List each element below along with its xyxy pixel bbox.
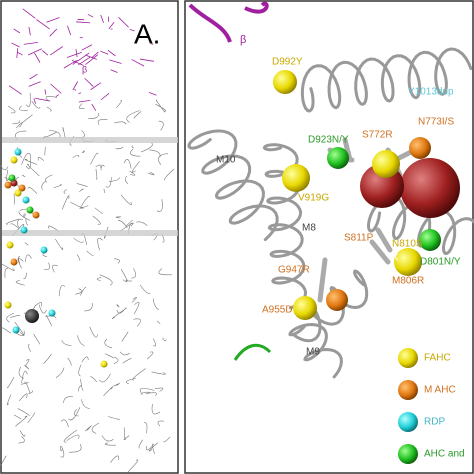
residue-sphere bbox=[32, 211, 40, 219]
residue-sphere bbox=[14, 189, 22, 197]
protein-trace bbox=[0, 92, 175, 473]
residue-sphere bbox=[22, 196, 30, 204]
residue-sphere bbox=[26, 206, 34, 214]
beta-label: β bbox=[240, 34, 246, 46]
residue-sphere bbox=[293, 296, 317, 320]
legend-swatch bbox=[398, 412, 418, 432]
residue-label: K bbox=[392, 253, 399, 264]
beta-label: β bbox=[82, 64, 87, 74]
residue-stick bbox=[317, 257, 328, 303]
residue-sphere bbox=[4, 181, 12, 189]
residue-sphere bbox=[6, 241, 14, 249]
beta-mesh bbox=[8, 8, 157, 111]
residue-sphere bbox=[48, 309, 56, 317]
residue-sphere bbox=[326, 289, 348, 311]
residue-label: D801N/Y bbox=[420, 257, 461, 268]
legend-label: AHC and bbox=[424, 449, 465, 460]
legend-label: M AHC bbox=[424, 385, 456, 396]
residue-sphere bbox=[10, 258, 18, 266]
helix bbox=[187, 129, 279, 242]
residue-label: A955D bbox=[262, 305, 293, 316]
panel-label: A. bbox=[134, 18, 160, 49]
legend-label: RDP bbox=[424, 417, 445, 428]
residue-label: K bbox=[426, 253, 433, 264]
residue-label: S811P bbox=[344, 233, 374, 244]
residue-sphere bbox=[327, 147, 349, 169]
legend-swatch bbox=[398, 348, 418, 368]
residue-sphere bbox=[4, 301, 12, 309]
residue-stick bbox=[375, 227, 393, 253]
residue-sphere bbox=[100, 360, 108, 368]
residue-label: S772R bbox=[362, 130, 393, 141]
residue-sphere bbox=[8, 174, 16, 182]
residue-sphere bbox=[273, 70, 297, 94]
beta-strand bbox=[244, 1, 269, 14]
residue-label: M10 bbox=[216, 155, 236, 166]
panel-b: D992Y Y1013dup D923N/Y S772R N773I/S M10 V919G… bbox=[187, 1, 474, 464]
residue-sphere bbox=[409, 137, 431, 159]
residue-stick bbox=[342, 137, 353, 163]
panel-a-frame bbox=[0, 0, 179, 474]
residue-label: Y1013dup bbox=[408, 87, 454, 98]
residue-label: N773I/S bbox=[418, 117, 454, 128]
residue-sphere bbox=[12, 326, 20, 334]
membrane-band bbox=[2, 137, 178, 143]
residue-label: V919G bbox=[298, 193, 329, 204]
membrane-band bbox=[2, 230, 178, 236]
residue-sphere bbox=[282, 164, 310, 192]
legend-swatch bbox=[398, 380, 418, 400]
residue-sphere bbox=[394, 248, 422, 276]
residue-label: D992Y bbox=[272, 57, 303, 68]
loop bbox=[233, 343, 272, 361]
residue-label: G947R bbox=[278, 265, 310, 276]
residue-stick bbox=[369, 239, 391, 265]
residue-sphere bbox=[419, 229, 441, 251]
residue-sphere bbox=[20, 226, 28, 234]
residue-sphere bbox=[10, 156, 18, 164]
helix bbox=[300, 47, 473, 113]
legend-label: FAHC bbox=[424, 353, 451, 364]
residue-sphere bbox=[14, 148, 22, 156]
residue-sphere bbox=[18, 184, 26, 192]
residue-sphere bbox=[40, 246, 48, 254]
legend-swatch bbox=[398, 444, 418, 464]
ligand-sphere bbox=[25, 309, 39, 323]
beta-strand bbox=[188, 3, 232, 43]
helix bbox=[262, 143, 308, 310]
residue-label: D923N/Y bbox=[308, 135, 349, 146]
residue-sphere bbox=[400, 158, 460, 218]
panel-a bbox=[0, 8, 178, 473]
residue-label: M9 bbox=[306, 347, 320, 358]
residue-sphere bbox=[372, 150, 400, 178]
helix bbox=[288, 322, 343, 379]
residue-label: N810S bbox=[392, 239, 423, 250]
residue-label: M806R bbox=[392, 276, 424, 287]
residue-label: M8 bbox=[302, 223, 316, 234]
